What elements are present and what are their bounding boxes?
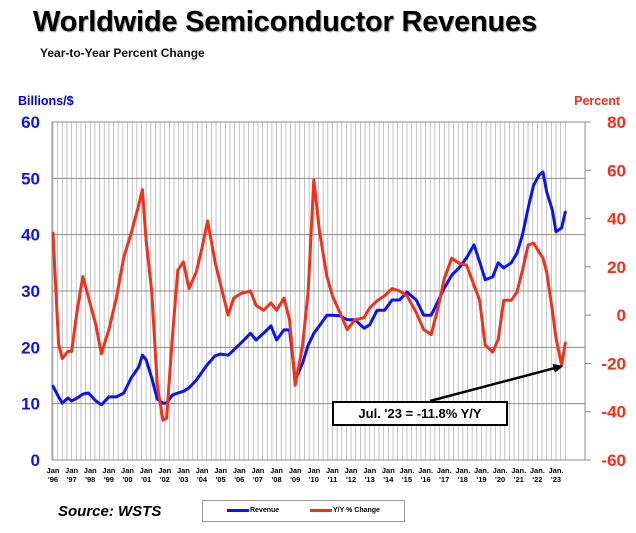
x-tick-label-year: '21 <box>514 475 524 484</box>
right-tick-label: 0 <box>617 306 626 325</box>
left-tick-label: 10 <box>21 395 40 414</box>
left-axis-ticks: 60 50 40 30 20 10 0 <box>21 113 40 470</box>
x-tick-label-year: '97 <box>67 475 77 484</box>
x-tick-label-month: Jan <box>326 466 339 475</box>
x-tick-label-year: '07 <box>253 475 263 484</box>
x-tick-label-month: Jan <box>270 466 283 475</box>
x-tick-label-month: Jan <box>177 466 190 475</box>
x-tick-label-month: Jan. <box>474 466 489 475</box>
x-tick-label-year: '08 <box>271 475 281 484</box>
x-tick-label-year: '96 <box>48 475 58 484</box>
left-tick-label: 0 <box>31 451 40 470</box>
x-tick-label-year: '20 <box>495 475 505 484</box>
x-tick-label-month: Jan <box>121 466 134 475</box>
x-tick-label-year: '18 <box>458 475 468 484</box>
series-lines <box>51 170 567 422</box>
x-tick-label-month: Jan. <box>418 466 433 475</box>
legend-label-revenue: Revenue <box>250 507 280 514</box>
left-tick-label: 30 <box>21 282 40 301</box>
x-tick-label-year: '15 <box>402 475 412 484</box>
x-tick-label-year: '12 <box>346 475 356 484</box>
x-tick-label-month: Jan <box>345 466 358 475</box>
x-tick-label-month: Jan. <box>548 466 563 475</box>
grid <box>51 121 591 461</box>
x-tick-label-month: Jan <box>140 466 153 475</box>
arrow-shaft <box>429 366 558 403</box>
right-tick-label: 20 <box>607 258 626 277</box>
right-tick-label: 60 <box>607 161 626 180</box>
x-tick-label-year: '19 <box>476 475 486 484</box>
series-line-y-y-change <box>51 178 567 422</box>
chart-subtitle: Year-to-Year Percent Change <box>40 46 205 60</box>
x-tick-label-month: Jan. <box>493 466 508 475</box>
x-tick-label-month: Jan <box>84 466 97 475</box>
x-tick-label-month: Jan. <box>455 466 470 475</box>
x-tick-label-month: Jan <box>289 466 302 475</box>
x-tick-label-month: Jan <box>233 466 246 475</box>
x-tick-label-year: '11 <box>328 475 338 484</box>
annotation-arrow <box>429 364 564 403</box>
right-tick-label: -60 <box>601 451 626 470</box>
x-tick-label-year: '04 <box>197 475 208 484</box>
left-axis-label: Billions/$ <box>18 94 74 108</box>
x-tick-label-year: '99 <box>104 475 114 484</box>
x-tick-label-month: Jan <box>251 466 264 475</box>
x-tick-label-month: Jan. <box>511 466 526 475</box>
right-tick-label: 80 <box>607 113 626 132</box>
x-tick-label-month: Jan. <box>437 466 452 475</box>
x-tick-label-month: Jan <box>307 466 320 475</box>
annotation-box: Jul. '23 = -11.8% Y/Y <box>332 401 508 426</box>
x-tick-label-year: '01 <box>141 475 151 484</box>
chart-title: Worldwide Semiconductor Revenues <box>33 6 537 38</box>
x-tick-label-month: Jan <box>47 466 60 475</box>
x-tick-label-month: Jan. <box>399 466 414 475</box>
right-axis-label: Percent <box>574 94 620 108</box>
right-axis-ticks: 80 60 40 20 0 -20 -40 -60 <box>601 113 626 470</box>
right-tick-label: 40 <box>607 210 626 229</box>
left-tick-label: 40 <box>21 226 40 245</box>
x-tick-label-year: '02 <box>160 475 170 484</box>
x-tick-label-year: '16 <box>421 475 431 484</box>
right-tick-label: -20 <box>601 354 626 373</box>
legend-label-yoy: Y/Y % Change <box>333 507 380 514</box>
legend: Revenue Y/Y % Change <box>202 500 405 522</box>
x-tick-label-year: '98 <box>85 475 95 484</box>
x-axis-ticks: Jan'96Jan'97Jan'98Jan'99Jan'00Jan'01Jan'… <box>47 466 564 484</box>
legend-swatch-yoy <box>310 509 332 512</box>
arrow-head <box>552 364 564 373</box>
x-tick-label-year: '03 <box>178 475 188 484</box>
series-line-revenue <box>51 170 567 407</box>
x-tick-label-year: '22 <box>532 475 542 484</box>
left-tick-label: 50 <box>21 169 40 188</box>
x-tick-label-month: Jan <box>158 466 171 475</box>
x-tick-label-year: '05 <box>216 475 226 484</box>
source-label: Source: WSTS <box>58 503 162 520</box>
x-tick-label-month: Jan <box>65 466 78 475</box>
x-tick-label-month: Jan <box>102 466 115 475</box>
left-tick-label: 20 <box>21 338 40 357</box>
left-tick-label: 60 <box>21 113 40 132</box>
x-tick-label-month: Jan <box>196 466 209 475</box>
x-tick-label-year: '00 <box>122 475 132 484</box>
legend-item-yoy: Y/Y % Change <box>310 507 380 514</box>
right-tick-label: -40 <box>601 403 626 422</box>
x-tick-label-year: '10 <box>309 475 319 484</box>
x-tick-label-year: '17 <box>439 475 449 484</box>
legend-item-revenue: Revenue <box>227 507 279 514</box>
x-tick-label-year: '23 <box>551 475 561 484</box>
x-tick-label-year: '14 <box>383 475 394 484</box>
x-tick-label-year: '13 <box>365 475 375 484</box>
x-tick-label-month: Jan <box>214 466 227 475</box>
legend-swatch-revenue <box>227 509 249 512</box>
x-tick-label-year: '09 <box>290 475 300 484</box>
x-tick-label-month: Jan <box>363 466 376 475</box>
x-tick-label-year: '06 <box>234 475 244 484</box>
x-tick-label-month: Jan. <box>530 466 545 475</box>
x-tick-label-month: Jan <box>382 466 395 475</box>
